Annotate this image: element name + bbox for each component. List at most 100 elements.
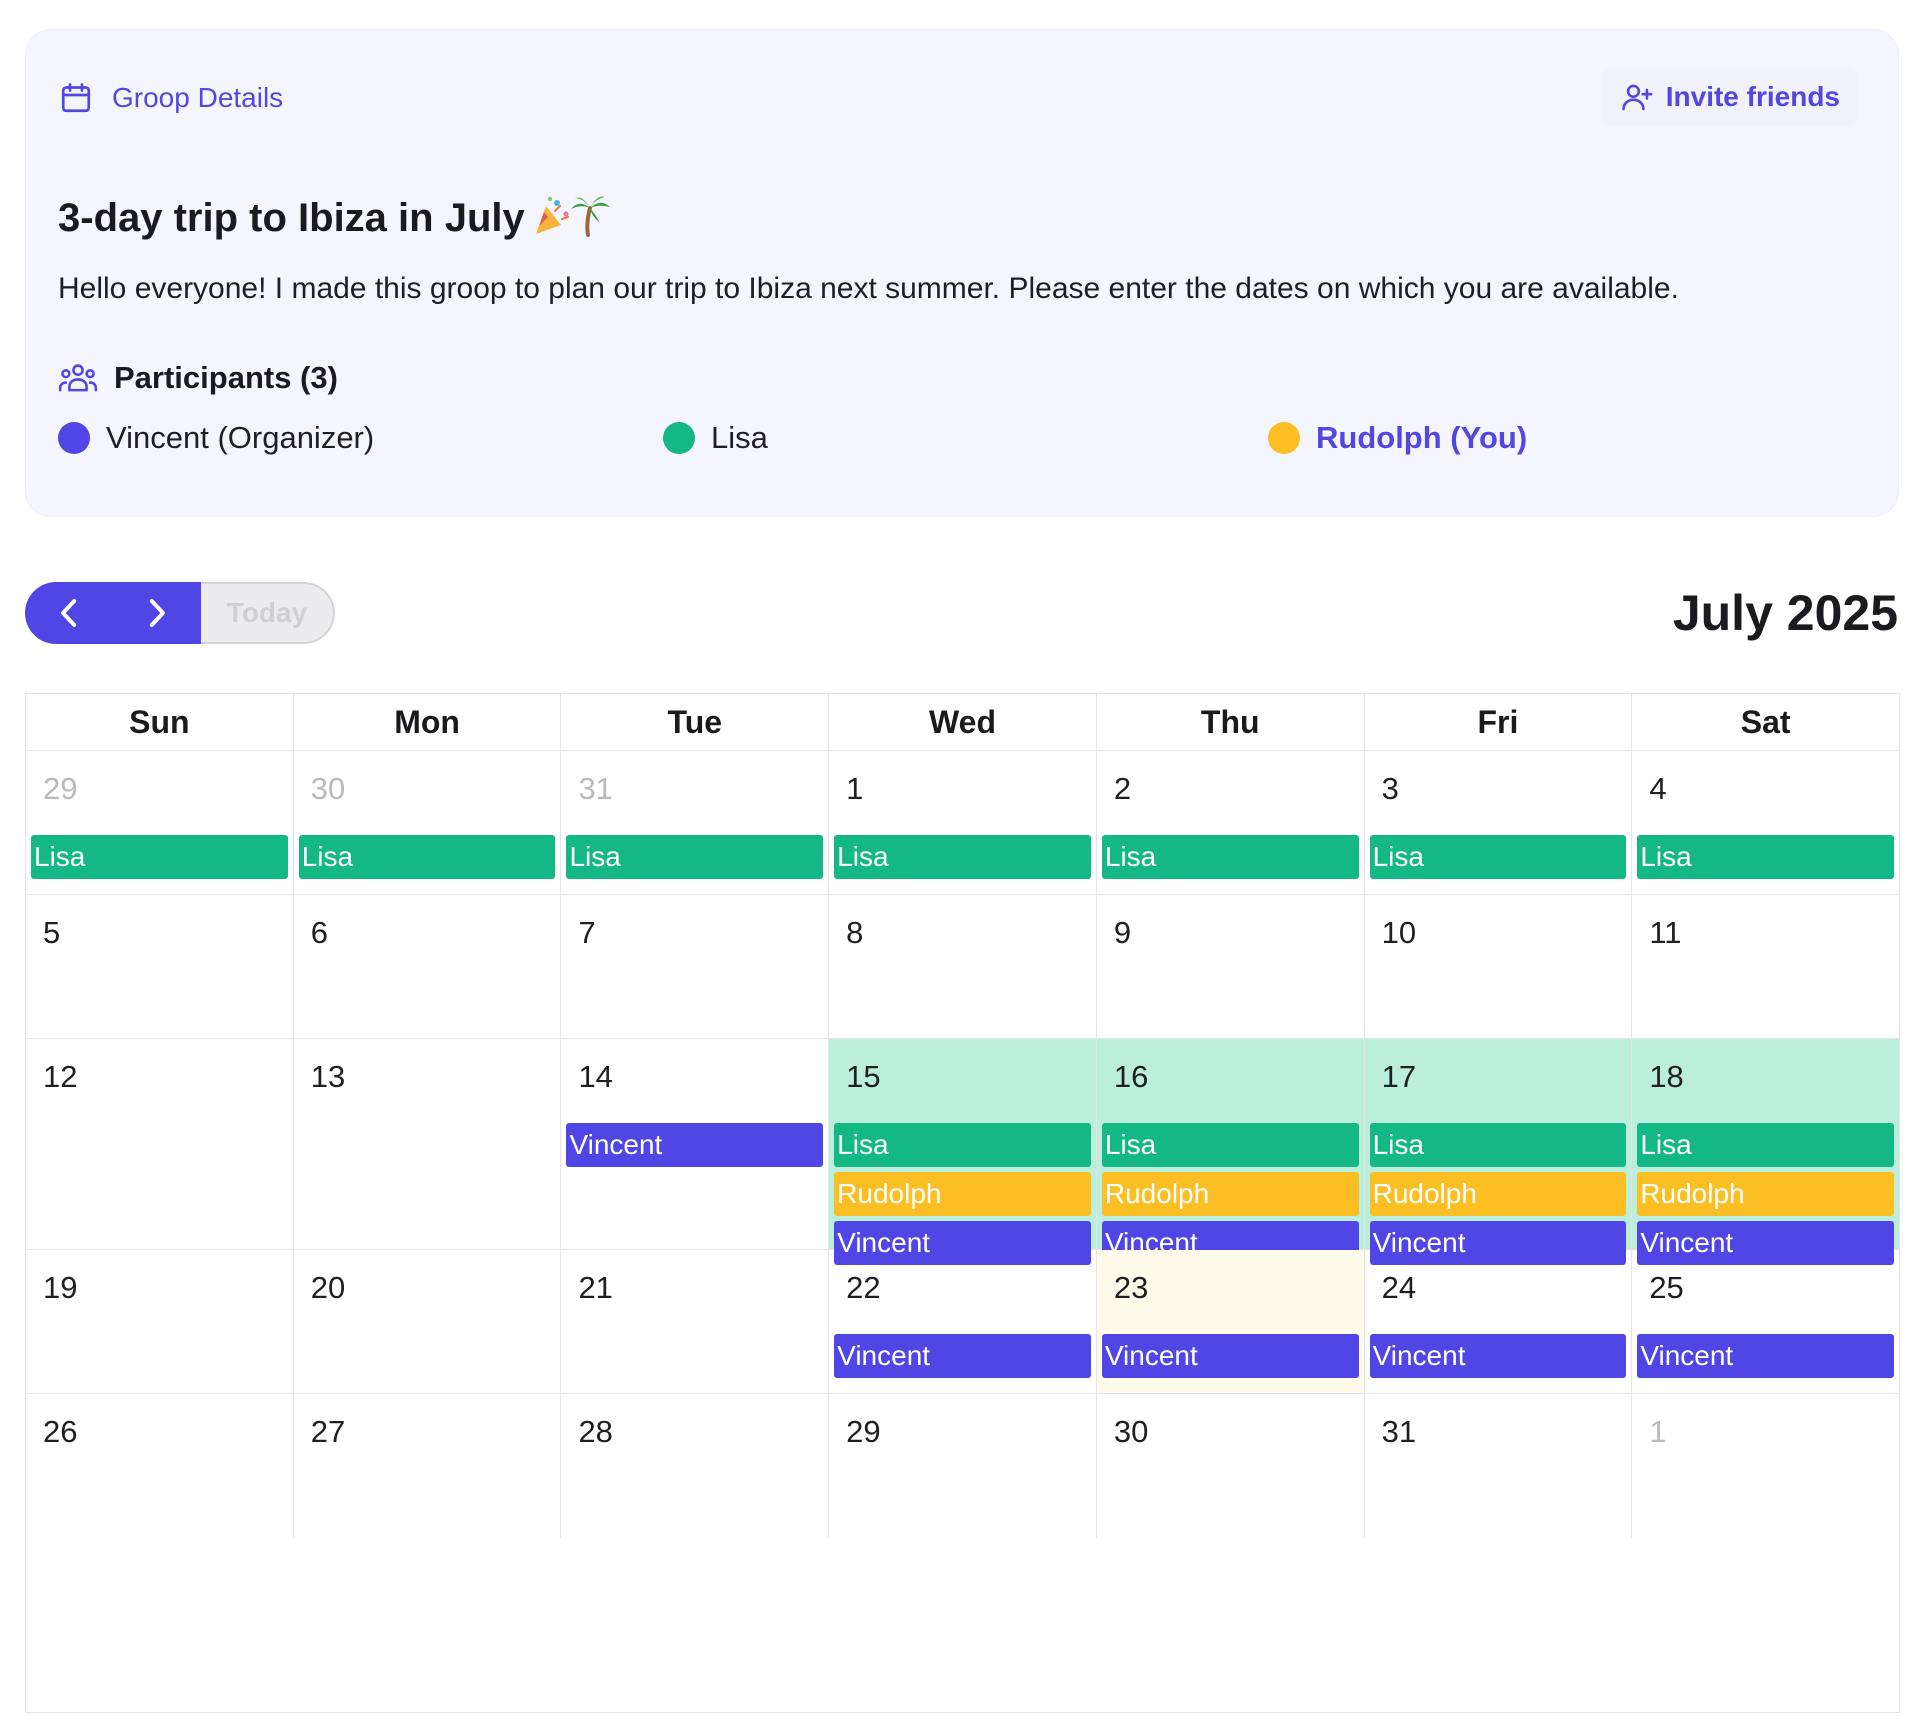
day-number[interactable]: 1 xyxy=(1649,1414,1667,1449)
day-number[interactable]: 25 xyxy=(1649,1270,1684,1305)
day-cell[interactable]: 8 xyxy=(829,895,1097,1038)
prev-month-button[interactable] xyxy=(25,582,113,644)
day-cell[interactable]: 11 xyxy=(1632,895,1899,1038)
day-cell[interactable]: 10 xyxy=(1365,895,1633,1038)
day-number[interactable]: 12 xyxy=(43,1059,78,1094)
day-cell[interactable]: 2 Lisa xyxy=(1097,751,1365,894)
event-rudolph[interactable]: Rudolph xyxy=(834,1172,1091,1216)
event-lisa[interactable]: Lisa xyxy=(834,1123,1091,1167)
event-vincent[interactable]: Vincent xyxy=(1369,1221,1627,1265)
day-cell[interactable]: 22 Vincent xyxy=(829,1250,1097,1393)
day-cell[interactable]: 30 xyxy=(1097,1394,1365,1538)
day-number[interactable]: 29 xyxy=(43,771,78,806)
event-lisa[interactable]: Lisa xyxy=(1369,1123,1627,1167)
day-cell[interactable]: 1 Lisa xyxy=(829,751,1097,894)
day-number[interactable]: 28 xyxy=(578,1414,613,1449)
day-number[interactable]: 26 xyxy=(43,1414,78,1449)
day-number[interactable]: 3 xyxy=(1381,771,1399,806)
day-cell[interactable]: 28 xyxy=(561,1394,830,1538)
day-cell[interactable]: 13 xyxy=(294,1039,562,1249)
day-number[interactable]: 22 xyxy=(846,1270,881,1305)
day-number[interactable]: 17 xyxy=(1381,1059,1417,1094)
day-number[interactable]: 18 xyxy=(1649,1059,1684,1094)
day-number[interactable]: 31 xyxy=(578,771,613,806)
day-cell[interactable]: 12 xyxy=(26,1039,294,1249)
day-number[interactable]: 10 xyxy=(1381,915,1417,950)
day-cell[interactable]: 3 Lisa xyxy=(1365,751,1633,894)
day-cell[interactable]: 21 xyxy=(561,1250,830,1393)
event-lisa[interactable]: Lisa xyxy=(1369,835,1627,879)
event-lisa[interactable]: Lisa xyxy=(1637,835,1895,879)
day-cell[interactable]: 20 xyxy=(294,1250,562,1393)
event-lisa[interactable]: Lisa xyxy=(1101,835,1359,879)
day-cell[interactable]: 6 xyxy=(294,895,562,1038)
trip-description: Hello everyone! I made this groop to pla… xyxy=(58,272,1679,305)
day-cell[interactable]: 18 Lisa Rudolph Vincent xyxy=(1632,1039,1900,1265)
day-number[interactable]: 23 xyxy=(1113,1270,1149,1305)
day-cell[interactable]: 17 Lisa Rudolph Vincent xyxy=(1364,1039,1633,1265)
day-number[interactable]: 2 xyxy=(1113,771,1132,806)
day-number[interactable]: 4 xyxy=(1649,771,1667,806)
event-vincent[interactable]: Vincent xyxy=(834,1221,1091,1265)
day-number[interactable]: 16 xyxy=(1113,1059,1149,1094)
day-cell[interactable]: 14 Vincent xyxy=(561,1039,830,1249)
day-cell[interactable]: 1 xyxy=(1632,1394,1899,1538)
event-lisa[interactable]: Lisa xyxy=(834,835,1091,879)
day-cell[interactable]: 27 xyxy=(294,1394,562,1538)
day-number[interactable]: 14 xyxy=(578,1059,613,1094)
day-number[interactable]: 31 xyxy=(1381,1414,1417,1449)
invite-friends-button[interactable]: Invite friends xyxy=(1601,68,1858,126)
day-cell[interactable]: 29 xyxy=(829,1394,1097,1538)
day-number[interactable]: 29 xyxy=(846,1414,881,1449)
day-cell[interactable]: 26 xyxy=(26,1394,294,1538)
day-cell[interactable]: 4 Lisa xyxy=(1632,751,1899,894)
day-cell[interactable]: 7 xyxy=(561,895,830,1038)
event-vincent[interactable]: Vincent xyxy=(834,1334,1091,1378)
day-cell[interactable]: 24 Vincent xyxy=(1365,1250,1633,1393)
day-cell[interactable]: 29 Lisa xyxy=(26,751,294,894)
day-events: Vincent xyxy=(1101,1334,1359,1383)
event-vincent[interactable]: Vincent xyxy=(1637,1221,1895,1265)
day-number[interactable]: 11 xyxy=(1649,915,1682,950)
day-cell[interactable]: 31 Lisa xyxy=(561,751,830,894)
day-number[interactable]: 1 xyxy=(846,771,864,806)
day-number[interactable]: 30 xyxy=(310,771,346,806)
event-lisa[interactable]: Lisa xyxy=(298,835,556,879)
day-cell[interactable]: 30 Lisa xyxy=(294,751,562,894)
day-number[interactable]: 24 xyxy=(1381,1270,1417,1305)
event-vincent[interactable]: Vincent xyxy=(1637,1334,1895,1378)
next-month-button[interactable] xyxy=(113,582,201,644)
participants-header: Participants (3) xyxy=(58,360,338,396)
day-number[interactable]: 7 xyxy=(578,915,596,950)
event-vincent[interactable]: Vincent xyxy=(1369,1334,1627,1378)
event-lisa[interactable]: Lisa xyxy=(31,835,288,879)
day-number[interactable]: 20 xyxy=(310,1270,346,1305)
event-rudolph[interactable]: Rudolph xyxy=(1637,1172,1895,1216)
event-lisa[interactable]: Lisa xyxy=(1101,1123,1359,1167)
day-cell[interactable]: 19 xyxy=(26,1250,294,1393)
day-number[interactable]: 5 xyxy=(43,915,61,950)
day-cell[interactable]: 5 xyxy=(26,895,294,1038)
day-cell[interactable]: 25 Vincent xyxy=(1632,1250,1899,1393)
event-lisa[interactable]: Lisa xyxy=(566,835,824,879)
day-number[interactable]: 8 xyxy=(846,915,864,950)
event-rudolph[interactable]: Rudolph xyxy=(1369,1172,1627,1216)
day-cell[interactable]: 16 Lisa Rudolph Vincent xyxy=(1096,1039,1365,1265)
day-number[interactable]: 6 xyxy=(310,915,328,950)
day-number[interactable]: 19 xyxy=(43,1270,78,1305)
day-number[interactable]: 9 xyxy=(1113,915,1132,950)
event-vincent[interactable]: Vincent xyxy=(1101,1334,1359,1378)
day-cell-today[interactable]: 23 Vincent xyxy=(1096,1250,1365,1393)
day-number[interactable]: 27 xyxy=(310,1414,346,1449)
day-number[interactable]: 21 xyxy=(578,1270,613,1305)
event-vincent[interactable]: Vincent xyxy=(566,1123,824,1167)
today-button[interactable]: Today xyxy=(201,582,335,644)
day-number[interactable]: 15 xyxy=(846,1059,881,1094)
day-cell[interactable]: 15 Lisa Rudolph Vincent xyxy=(829,1039,1097,1265)
day-cell[interactable]: 31 xyxy=(1365,1394,1633,1538)
event-lisa[interactable]: Lisa xyxy=(1637,1123,1895,1167)
day-number[interactable]: 13 xyxy=(310,1059,346,1094)
event-rudolph[interactable]: Rudolph xyxy=(1101,1172,1359,1216)
day-cell[interactable]: 9 xyxy=(1097,895,1365,1038)
day-number[interactable]: 30 xyxy=(1113,1414,1149,1449)
